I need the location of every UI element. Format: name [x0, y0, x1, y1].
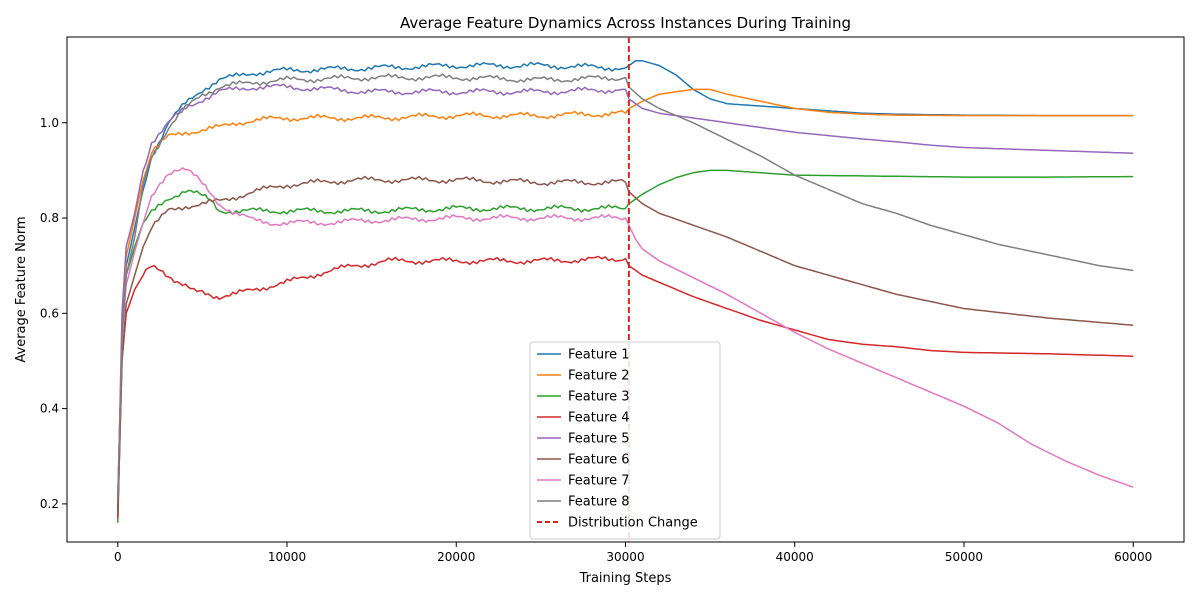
y-tick-label: 0.2 [40, 497, 59, 511]
legend-label: Feature 5 [568, 432, 630, 447]
series-line-feature-4 [117, 255, 1134, 519]
legend-label: Feature 7 [568, 474, 630, 489]
x-tick-label: 10000 [268, 550, 306, 564]
legend-label: Distribution Change [568, 516, 698, 531]
y-tick-label: 1.0 [40, 116, 59, 130]
series-line-feature-3 [117, 169, 1134, 523]
legend-label: Feature 2 [568, 369, 630, 384]
x-tick-label: 20000 [437, 550, 475, 564]
y-axis-title: Average Feature Norm [14, 216, 29, 362]
series-line-feature-2 [117, 88, 1134, 509]
series-line-feature-8 [117, 73, 1134, 500]
legend-label: Feature 6 [568, 453, 630, 468]
x-tick-label: 30000 [606, 550, 644, 564]
y-axis: 0.2 0.4 0.6 0.8 1.0 [40, 116, 67, 511]
y-tick-label: 0.6 [40, 306, 59, 320]
legend-box [529, 341, 721, 540]
x-tick-label: 50000 [945, 550, 983, 564]
legend: Feature 1 Feature 2 Feature 3 Feature 4 Feat… [529, 341, 721, 540]
x-tick-label: 60000 [1114, 550, 1152, 564]
x-axis-title: Training Steps [579, 571, 672, 586]
series-line-feature-6 [117, 175, 1134, 514]
series-line-feature-7 [117, 167, 1134, 495]
y-tick-label: 0.8 [40, 211, 59, 225]
y-tick-label: 0.4 [40, 402, 59, 416]
chart-title: Average Feature Dynamics Across Instance… [400, 14, 851, 32]
legend-label: Feature 4 [568, 411, 630, 426]
legend-label: Feature 3 [568, 390, 630, 405]
x-axis: 0 10000 20000 30000 40000 50000 60000 [114, 542, 1152, 564]
series-layer [117, 60, 1134, 523]
legend-label: Feature 1 [568, 348, 630, 363]
series-line-feature-5 [117, 83, 1134, 509]
x-tick-label: 0 [114, 550, 122, 564]
x-tick-label: 40000 [776, 550, 814, 564]
legend-label: Feature 8 [568, 495, 630, 510]
